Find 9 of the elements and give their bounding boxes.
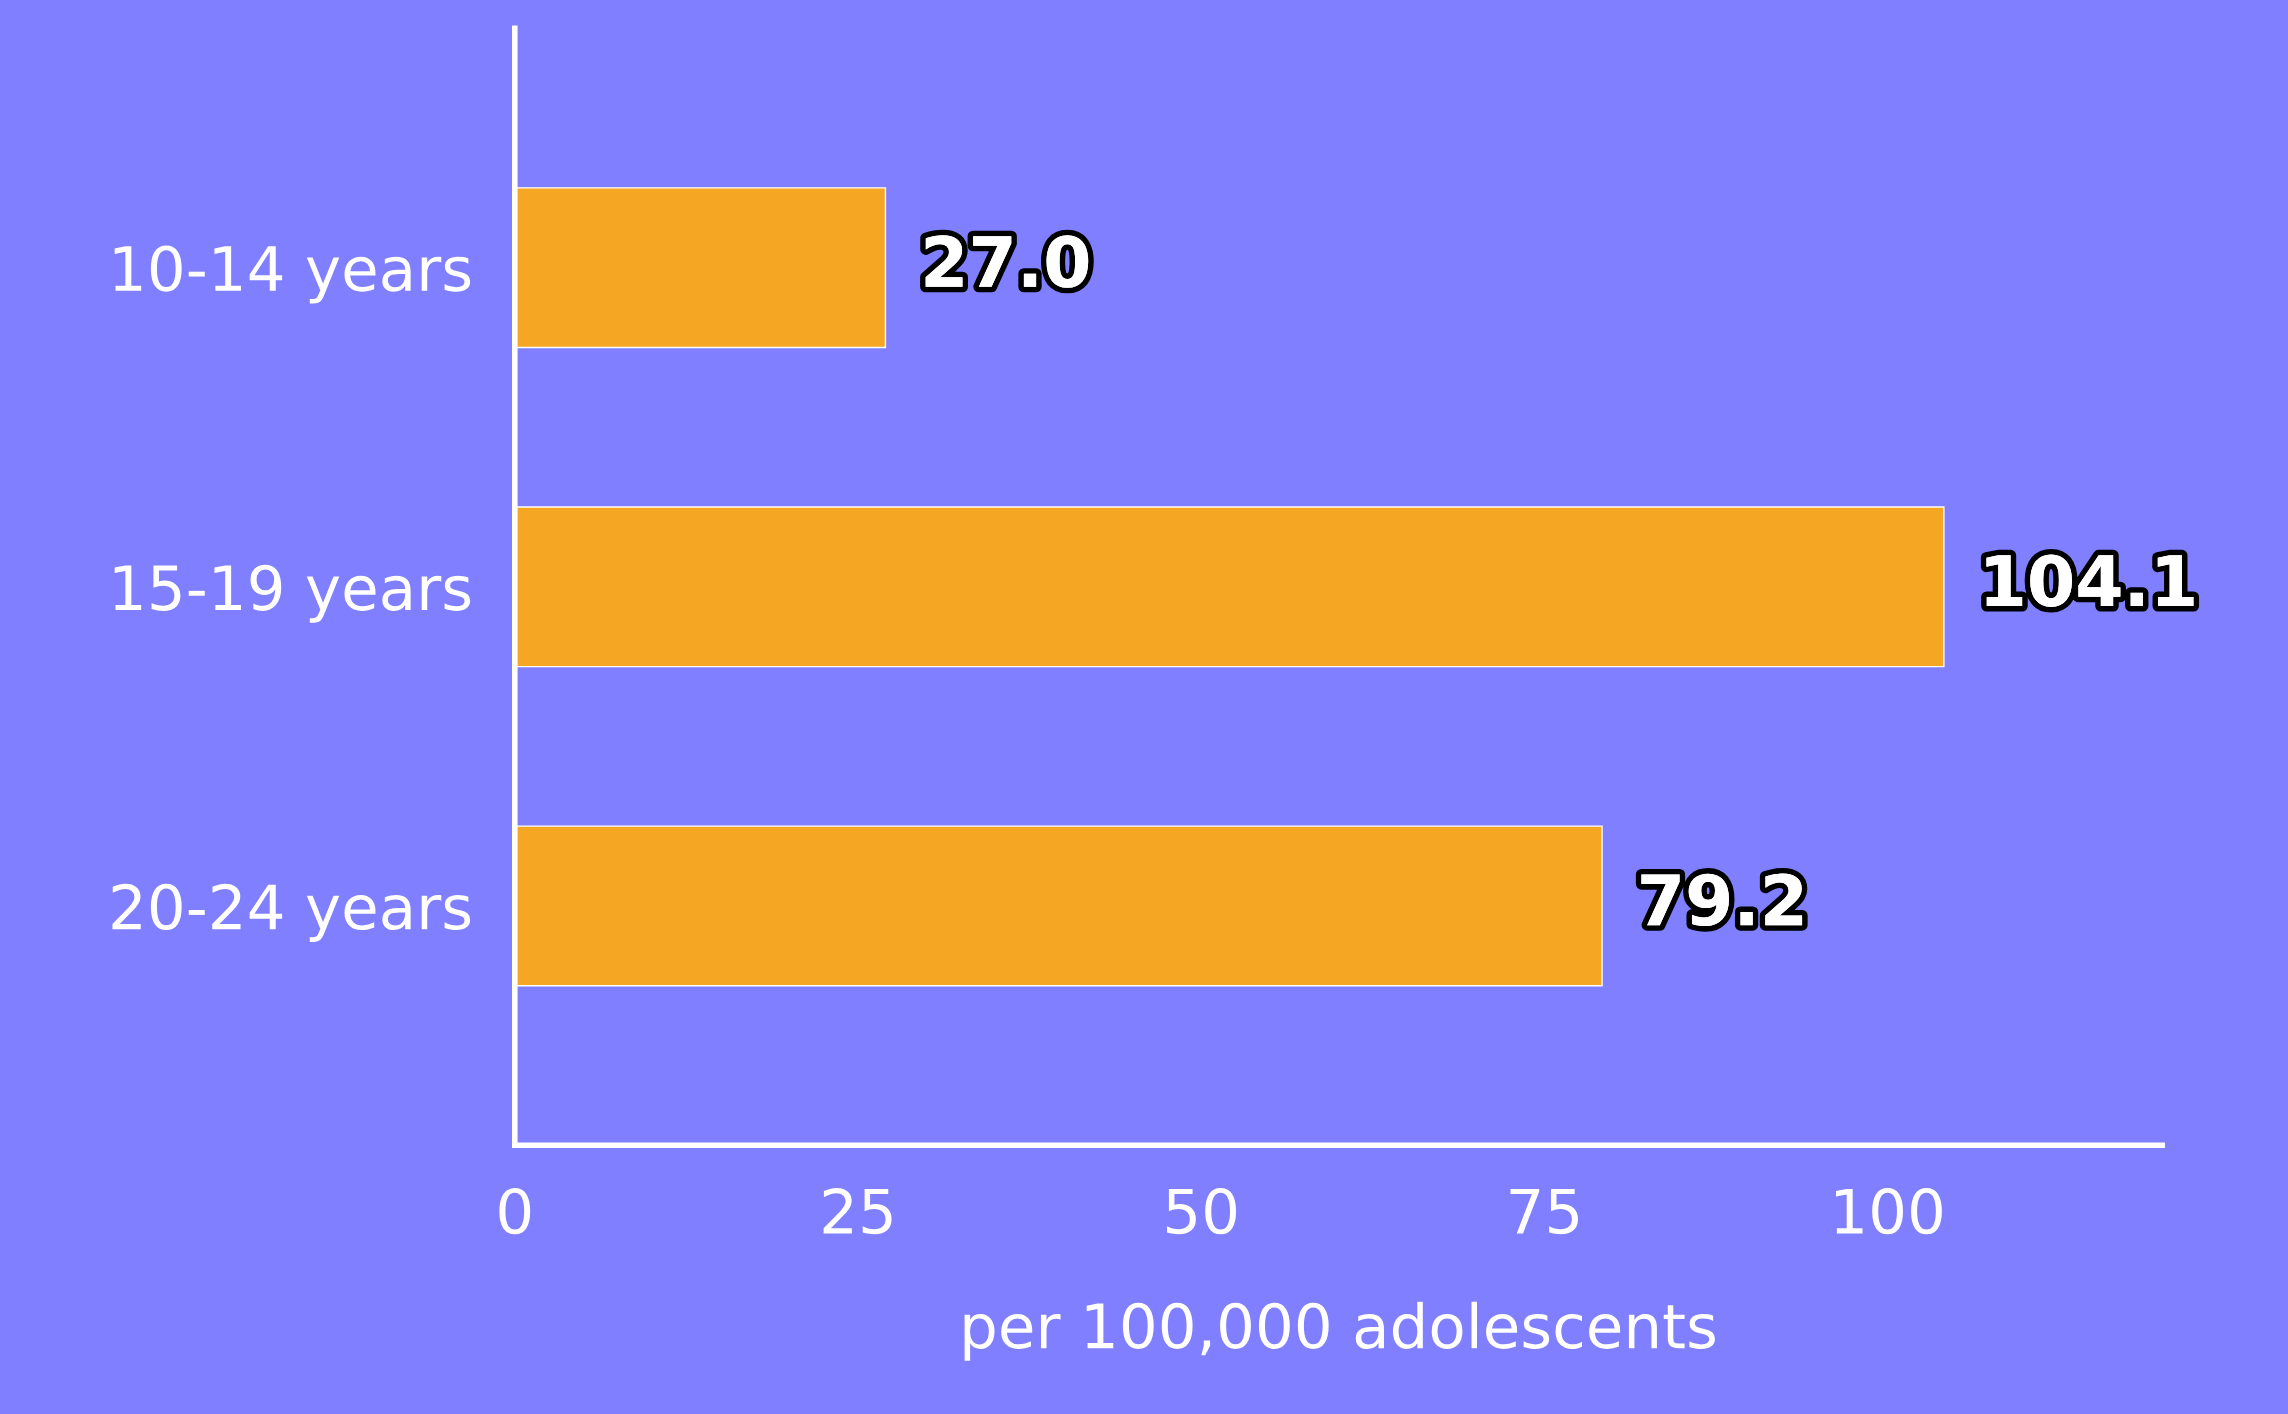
x-tick-label: 0 [499, 1188, 531, 1235]
y-tick-label: 20-24 years [112, 883, 471, 942]
x-tick-label: 50 [1167, 1188, 1237, 1235]
x-tick-label: 25 [823, 1188, 892, 1235]
x-axis-title: per 100,000 adolescents [964, 1301, 1715, 1361]
y-tick-label: 15-19 years [114, 564, 471, 623]
x-tick-label: 100 [1835, 1188, 1942, 1235]
y-tick-label: 10-14 years [114, 245, 471, 304]
x-tick-label: 75 [1510, 1188, 1578, 1235]
